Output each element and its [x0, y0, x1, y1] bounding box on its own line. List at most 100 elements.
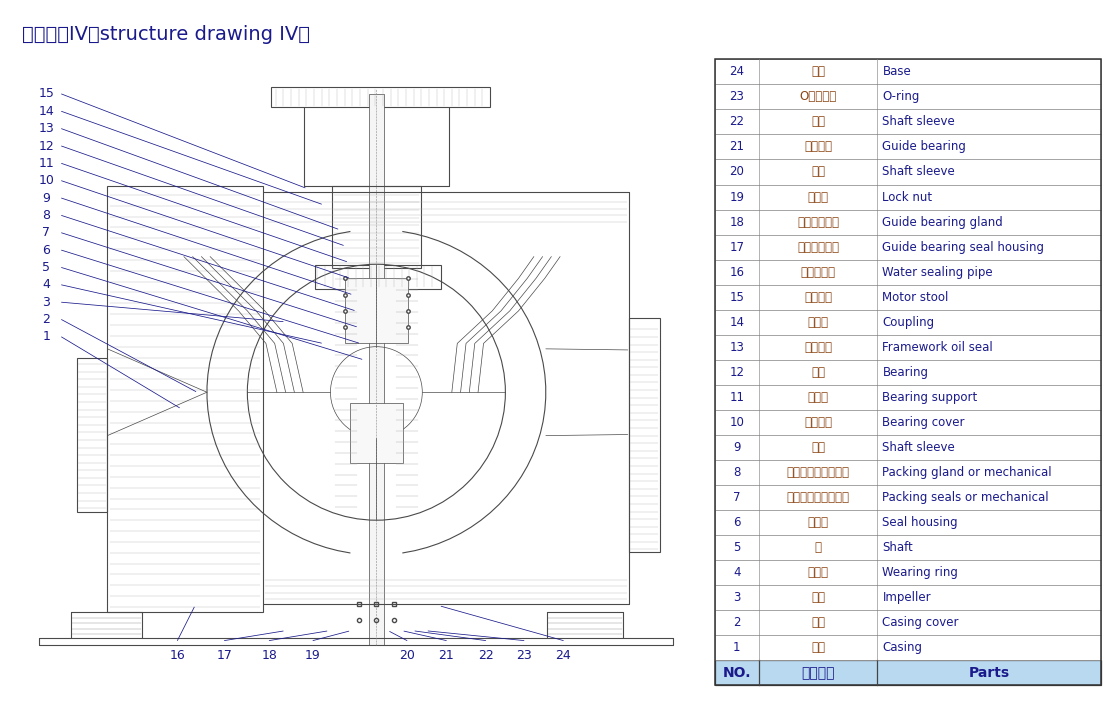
- Text: Framework oil seal: Framework oil seal: [883, 341, 993, 354]
- Text: Guide bearing gland: Guide bearing gland: [883, 215, 1004, 228]
- Text: 结构形式IV（structure drawing IV）: 结构形式IV（structure drawing IV）: [22, 25, 310, 44]
- Text: 15: 15: [38, 87, 54, 100]
- Bar: [715, 59, 1101, 85]
- Text: 13: 13: [729, 341, 744, 354]
- Text: Water sealing pipe: Water sealing pipe: [883, 265, 993, 278]
- Text: 23: 23: [729, 90, 744, 103]
- Text: 密封环: 密封环: [808, 566, 829, 579]
- Text: 密封体: 密封体: [808, 516, 829, 529]
- Text: Seal housing: Seal housing: [883, 516, 958, 529]
- Text: 24: 24: [556, 649, 571, 662]
- Text: Shaft sleeve: Shaft sleeve: [883, 441, 955, 454]
- Bar: [715, 210, 1101, 234]
- Text: 6: 6: [43, 244, 50, 257]
- Bar: [332, 186, 421, 268]
- Text: 导轴承密封体: 导轴承密封体: [797, 241, 839, 254]
- Bar: [315, 265, 441, 289]
- Bar: [77, 357, 108, 512]
- Text: 5: 5: [734, 541, 740, 554]
- Text: 12: 12: [729, 366, 745, 379]
- Text: 13: 13: [38, 122, 54, 135]
- Bar: [715, 435, 1101, 460]
- Text: 3: 3: [734, 591, 740, 604]
- Text: 机封压盖或填料压盖: 机封压盖或填料压盖: [786, 466, 849, 479]
- Text: 16: 16: [169, 649, 185, 662]
- Text: Casing: Casing: [883, 641, 923, 654]
- Text: Guide bearing: Guide bearing: [883, 140, 967, 153]
- Text: 5: 5: [43, 261, 50, 274]
- Text: 轴套: 轴套: [811, 166, 825, 179]
- Bar: [715, 285, 1101, 309]
- Text: 19: 19: [729, 191, 745, 204]
- Bar: [108, 186, 263, 612]
- Bar: [715, 660, 1101, 685]
- Text: 11: 11: [729, 391, 745, 404]
- Text: Lock nut: Lock nut: [883, 191, 933, 204]
- Text: 轴承: 轴承: [811, 366, 825, 379]
- Text: 21: 21: [438, 649, 455, 662]
- Bar: [629, 318, 660, 552]
- Text: Packing seals or mechanical: Packing seals or mechanical: [883, 491, 1049, 504]
- Text: 20: 20: [399, 649, 414, 662]
- Text: O-ring: O-ring: [883, 90, 920, 103]
- Text: Shaft: Shaft: [883, 541, 913, 554]
- Bar: [271, 87, 491, 107]
- Text: 2: 2: [43, 313, 50, 326]
- Text: 18: 18: [729, 215, 744, 228]
- Text: 1: 1: [732, 641, 740, 654]
- Text: 10: 10: [729, 416, 744, 429]
- Bar: [715, 636, 1101, 660]
- Text: 零件名称: 零件名称: [801, 666, 834, 680]
- Text: 电机支座: 电机支座: [804, 291, 832, 304]
- Text: 23: 23: [516, 649, 532, 662]
- Text: 6: 6: [732, 516, 740, 529]
- Text: Shaft sleeve: Shaft sleeve: [883, 116, 955, 129]
- Text: 7: 7: [732, 491, 740, 504]
- Text: 10: 10: [38, 174, 54, 187]
- Text: Coupling: Coupling: [883, 316, 934, 329]
- Text: 泵体: 泵体: [811, 641, 825, 654]
- Text: 20: 20: [729, 166, 744, 179]
- Text: NO.: NO.: [722, 666, 752, 680]
- Text: 8: 8: [43, 209, 50, 222]
- Bar: [345, 278, 408, 343]
- Text: 圆螺母: 圆螺母: [808, 191, 829, 204]
- Text: 4: 4: [732, 566, 740, 579]
- Text: Base: Base: [883, 65, 912, 78]
- Text: O型密封圈: O型密封圈: [800, 90, 837, 103]
- Text: 2: 2: [732, 616, 740, 629]
- Text: 7: 7: [43, 226, 50, 239]
- Text: 轴套: 轴套: [811, 441, 825, 454]
- Bar: [351, 403, 402, 463]
- Bar: [715, 510, 1101, 535]
- Text: 轴承压盖: 轴承压盖: [804, 416, 832, 429]
- Bar: [715, 260, 1101, 285]
- Text: Parts: Parts: [969, 666, 1009, 680]
- Text: 17: 17: [216, 649, 232, 662]
- Text: 4: 4: [43, 278, 50, 291]
- Bar: [715, 134, 1101, 160]
- Text: Bearing cover: Bearing cover: [883, 416, 965, 429]
- Text: 14: 14: [38, 105, 54, 118]
- Text: Guide bearing seal housing: Guide bearing seal housing: [883, 241, 1045, 254]
- Text: 骨架油封: 骨架油封: [804, 341, 832, 354]
- Text: 水导轴承压盖: 水导轴承压盖: [797, 215, 839, 228]
- Text: 9: 9: [732, 441, 740, 454]
- Text: 14: 14: [729, 316, 745, 329]
- Text: 轴套: 轴套: [811, 116, 825, 129]
- Text: 3: 3: [43, 296, 50, 309]
- Text: Packing gland or mechanical: Packing gland or mechanical: [883, 466, 1052, 479]
- Bar: [715, 385, 1101, 410]
- Text: 16: 16: [729, 265, 745, 278]
- Bar: [715, 460, 1101, 485]
- Text: Shaft sleeve: Shaft sleeve: [883, 166, 955, 179]
- Bar: [715, 184, 1101, 210]
- Text: 水导轴承: 水导轴承: [804, 140, 832, 153]
- Text: 22: 22: [478, 649, 494, 662]
- Text: 联轴器: 联轴器: [808, 316, 829, 329]
- Bar: [715, 560, 1101, 585]
- Bar: [368, 94, 384, 645]
- Text: 水封管部件: 水封管部件: [801, 265, 836, 278]
- Text: 底座: 底座: [811, 65, 825, 78]
- Bar: [715, 309, 1101, 335]
